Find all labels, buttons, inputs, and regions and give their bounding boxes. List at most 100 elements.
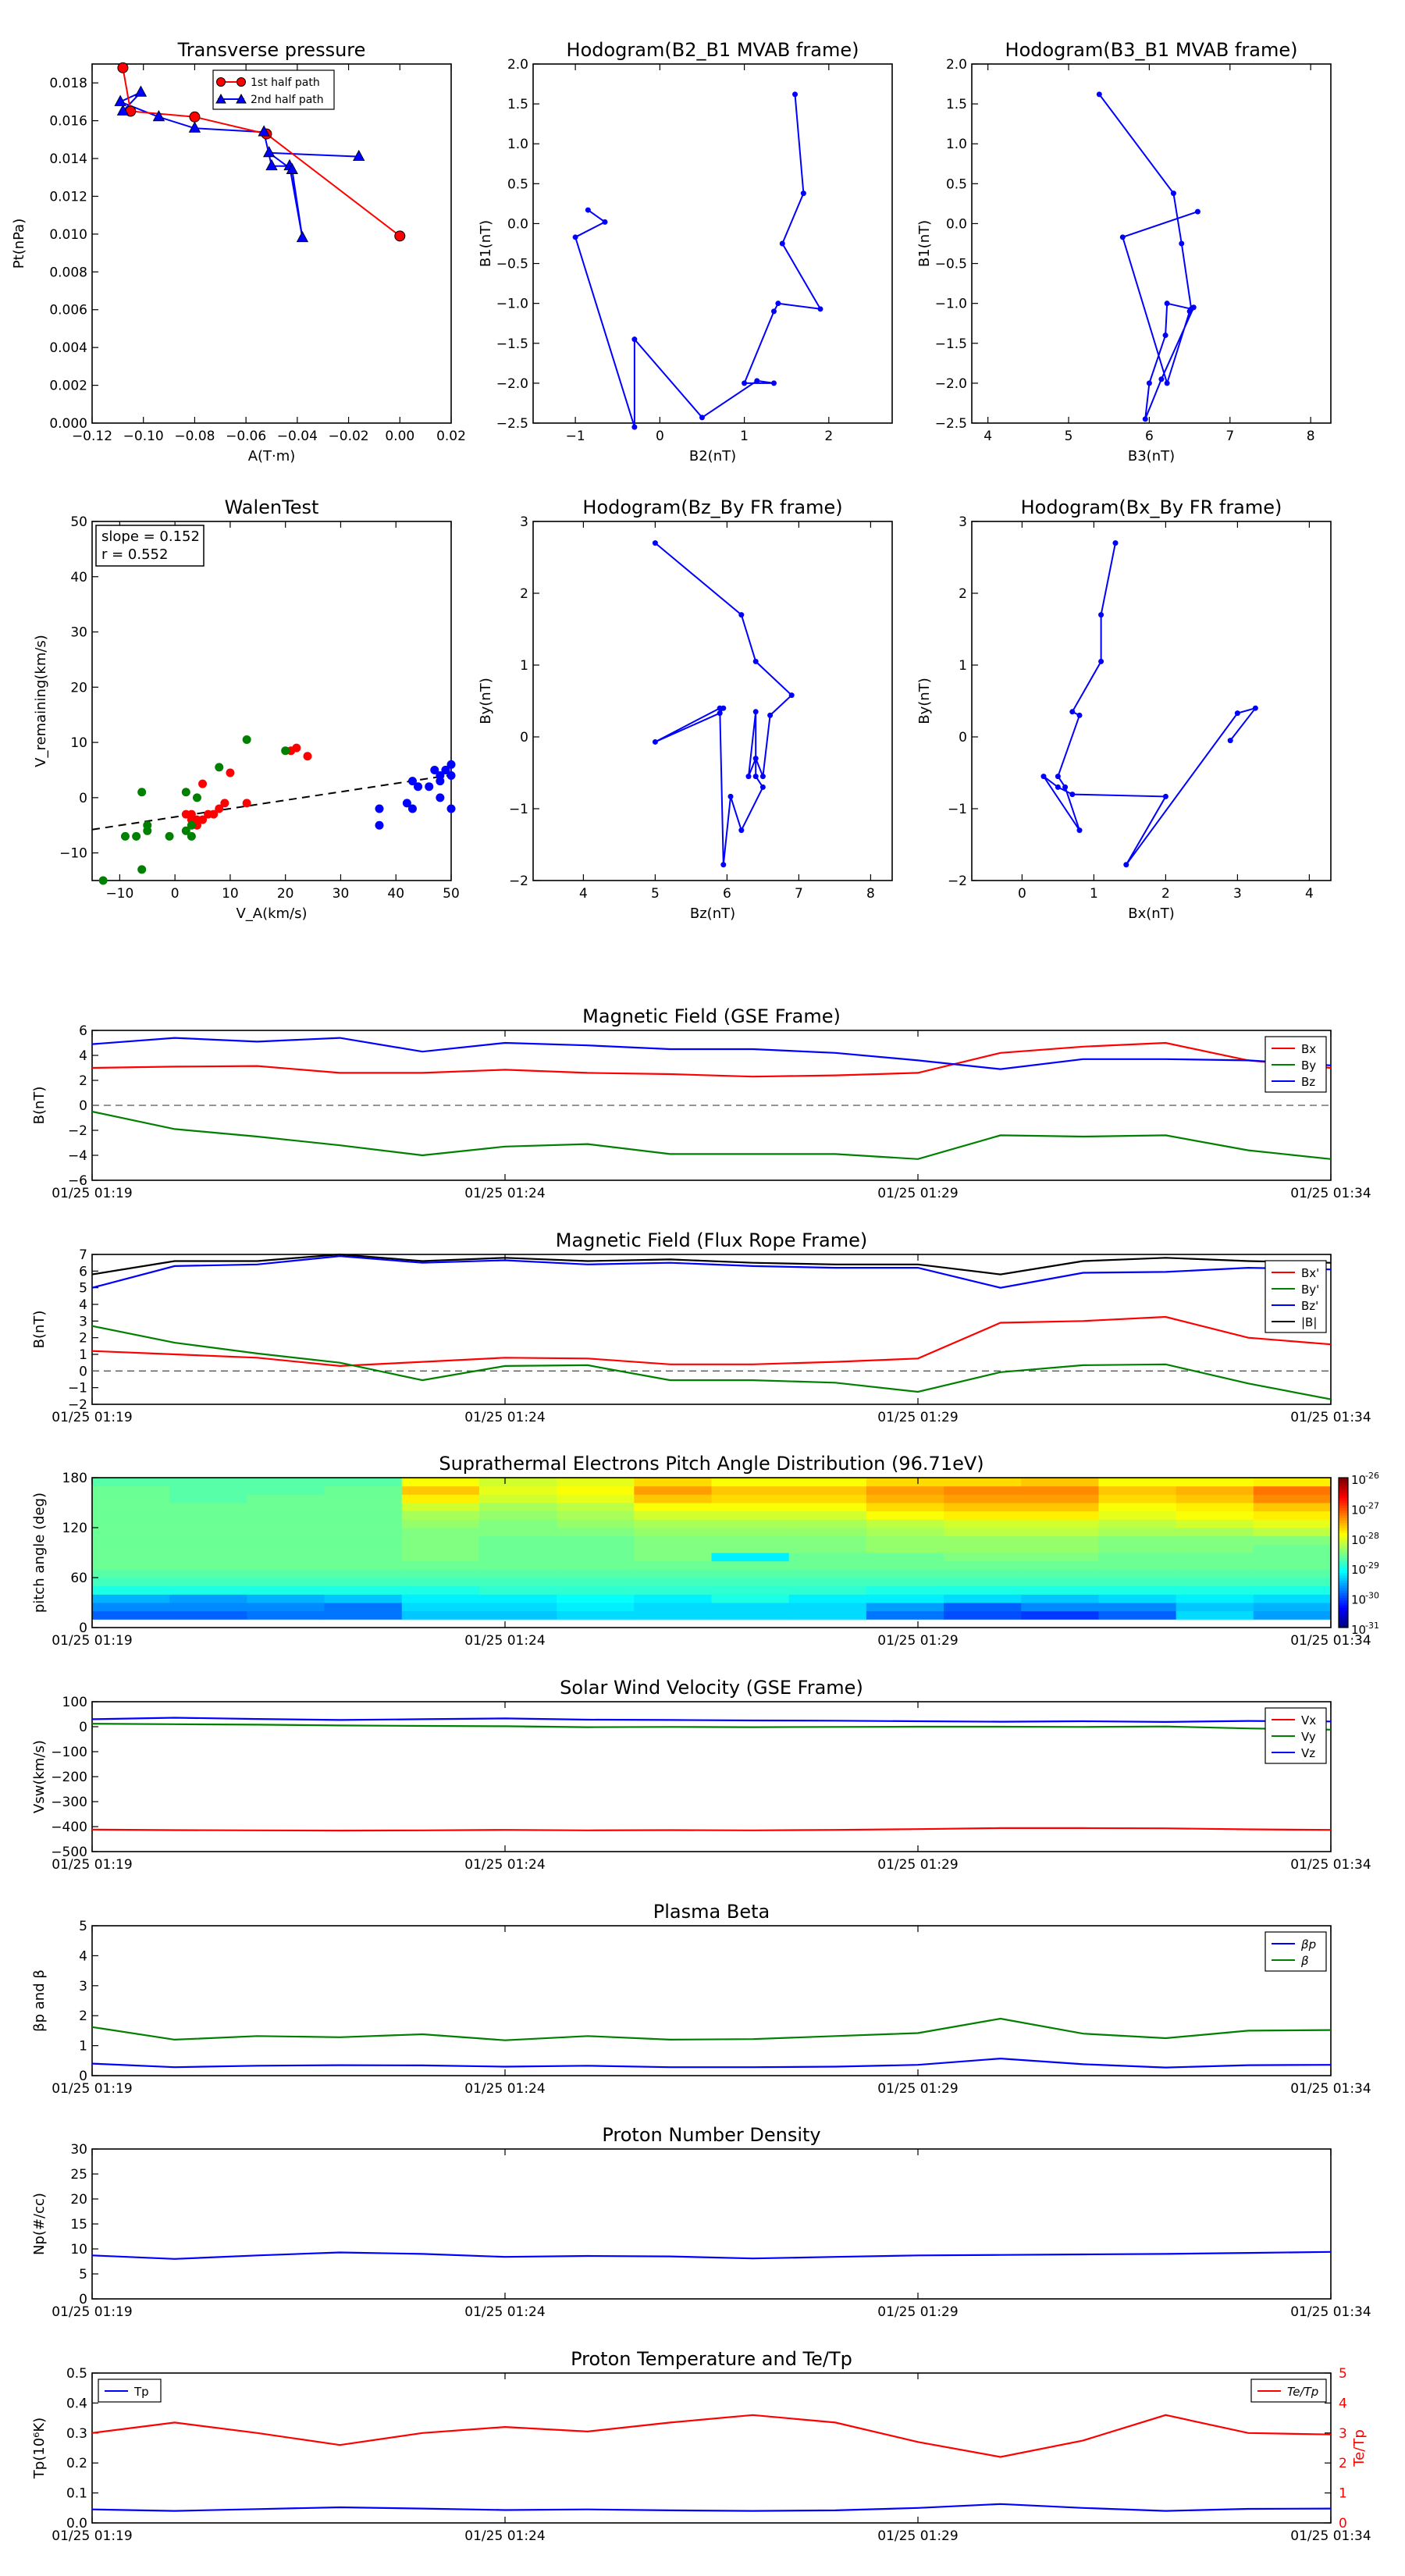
heatmap-cell xyxy=(634,1510,712,1520)
heatmap-cell xyxy=(1021,1594,1099,1603)
y-tick-label: 0.010 xyxy=(49,227,87,243)
colorbar-segment xyxy=(1339,1510,1348,1514)
heatmap-cell xyxy=(1021,1485,1099,1495)
heatmap-cell xyxy=(944,1544,1022,1553)
heatmap-cell xyxy=(247,1510,325,1520)
legend-label: Bz xyxy=(1301,1075,1315,1089)
y-axis-label: B1(nT) xyxy=(916,220,933,267)
heatmap-cell xyxy=(866,1569,944,1578)
axes-frame xyxy=(91,1477,1332,1628)
heatmap-cell xyxy=(1176,1485,1254,1495)
heatmap-cell xyxy=(788,1503,867,1512)
axes: 01/25 01:19 01/25 01:24 01/25 01:29 01/25 0… xyxy=(31,2348,1371,2544)
heatmap-cell xyxy=(324,1603,403,1612)
series-line xyxy=(91,1325,1332,1400)
x-tick-label: 2 xyxy=(1161,886,1170,902)
y-tick-label: 0.014 xyxy=(49,151,87,167)
heatmap-cell xyxy=(401,1494,480,1503)
walen-point xyxy=(165,831,174,841)
heatmap-cell xyxy=(711,1585,790,1595)
y-tick-label: 0.5 xyxy=(66,2366,87,2382)
colorbar-segment xyxy=(1339,1522,1348,1526)
colorbar-segment xyxy=(1339,1603,1348,1606)
y-tick-label: 0 xyxy=(79,2069,87,2084)
y-tick-label: 60 xyxy=(70,1571,87,1586)
heatmap-cell xyxy=(788,1528,867,1537)
walen-point xyxy=(375,820,384,830)
axes: −1 0 1 2 −2.5 −2.0 −1.5 −1.0 −0.5 0.0 0.5 1.0 1.5 2.0… xyxy=(478,39,893,464)
hodogram-point xyxy=(1170,190,1176,197)
y-tick-label: 0.5 xyxy=(946,176,967,192)
heatmap-cell xyxy=(401,1594,480,1603)
y-tick-label: 20 xyxy=(70,2192,87,2208)
heatmap-cell xyxy=(866,1544,944,1553)
axes-frame xyxy=(91,521,452,881)
hodogram-point xyxy=(742,380,748,386)
colorbar-segment xyxy=(1339,1622,1348,1626)
y-tick-label: 0 xyxy=(79,1621,87,1636)
y-tick-label: 1 xyxy=(959,658,967,674)
y-tick-label: −0.5 xyxy=(935,257,967,272)
x-tick-label: −0.02 xyxy=(329,429,369,444)
panel-title: Proton Number Density xyxy=(602,2124,820,2146)
axes-frame xyxy=(91,2148,1332,2300)
heatmap-cell xyxy=(557,1478,635,1487)
heatmap-cell xyxy=(711,1528,790,1537)
heatmap-cell xyxy=(324,1578,403,1587)
x-tick-label: 8 xyxy=(1307,429,1315,444)
y-tick-label: 1 xyxy=(79,1347,87,1363)
x-axis-label: B3(nT) xyxy=(1128,448,1175,464)
colorbar-segment xyxy=(1339,1595,1348,1599)
axes: 0 1 2 3 4 −2 −1 0 1 2 3 Hodogram(Bx_By FR frame) Bx(… xyxy=(916,496,1332,922)
y-tick-label: 0.4 xyxy=(66,2396,87,2411)
panel-title: Transverse pressure xyxy=(177,39,366,61)
heatmap-cell xyxy=(1098,1478,1177,1487)
heatmap-cell xyxy=(478,1535,557,1545)
y-tick-label: 2.0 xyxy=(946,57,967,73)
legend-label: By' xyxy=(1301,1283,1319,1297)
series-line xyxy=(91,1254,1332,1289)
panel-title: Hodogram(Bz_By FR frame) xyxy=(582,496,842,518)
x-tick-label: 01/25 01:24 xyxy=(464,1857,545,1873)
hodogram-point xyxy=(1194,208,1200,215)
heatmap-cell xyxy=(324,1519,403,1528)
colorbar-segment xyxy=(1339,1585,1348,1589)
colorbar-segment xyxy=(1339,1624,1348,1628)
walen-point xyxy=(181,809,190,819)
hodogram-point xyxy=(699,415,705,421)
heatmap-cell xyxy=(324,1610,403,1620)
y-tick-label: −2 xyxy=(68,1123,87,1139)
heatmap-cell xyxy=(634,1553,712,1562)
heatmap-cell xyxy=(866,1585,944,1595)
heatmap-cell xyxy=(634,1494,712,1503)
heatmap-cell xyxy=(634,1544,712,1553)
heatmap-cell xyxy=(247,1578,325,1587)
x-tick-label: 01/25 01:24 xyxy=(464,2081,545,2097)
colorbar-segment xyxy=(1339,1562,1348,1566)
heatmap-cell xyxy=(324,1478,403,1487)
y-tick-label: −500 xyxy=(51,1845,87,1860)
heatmap-cell xyxy=(711,1510,790,1520)
heatmap-cell xyxy=(92,1603,170,1612)
panel-title: Hodogram(B3_B1 MVAB frame) xyxy=(1005,39,1298,61)
y-tick-label: 0 xyxy=(959,730,967,745)
walen-point xyxy=(407,777,417,786)
hodogram-point xyxy=(1096,91,1102,98)
colorbar-segment xyxy=(1339,1532,1348,1536)
y-tick-label: 0 xyxy=(520,730,528,745)
heatmap-cell xyxy=(1021,1569,1099,1578)
heatmap-cell xyxy=(92,1510,170,1520)
axes: 01/25 01:19 01/25 01:24 01/25 01:29 01/25 0… xyxy=(31,2124,1371,2320)
heatmap-cell xyxy=(401,1478,480,1487)
heatmap-cell xyxy=(92,1528,170,1537)
y-tick-label: −10 xyxy=(59,846,87,862)
heatmap-cell xyxy=(247,1494,325,1503)
heatmap-cell xyxy=(478,1485,557,1495)
walen-point xyxy=(120,831,130,841)
x-tick-label: 6 xyxy=(723,886,731,902)
hodogram-point xyxy=(754,378,760,384)
heatmap-cell xyxy=(1176,1569,1254,1578)
hodogram-point xyxy=(572,234,578,240)
colorbar-tick-label: 10 xyxy=(1351,1563,1366,1577)
heatmap-cell xyxy=(401,1569,480,1578)
